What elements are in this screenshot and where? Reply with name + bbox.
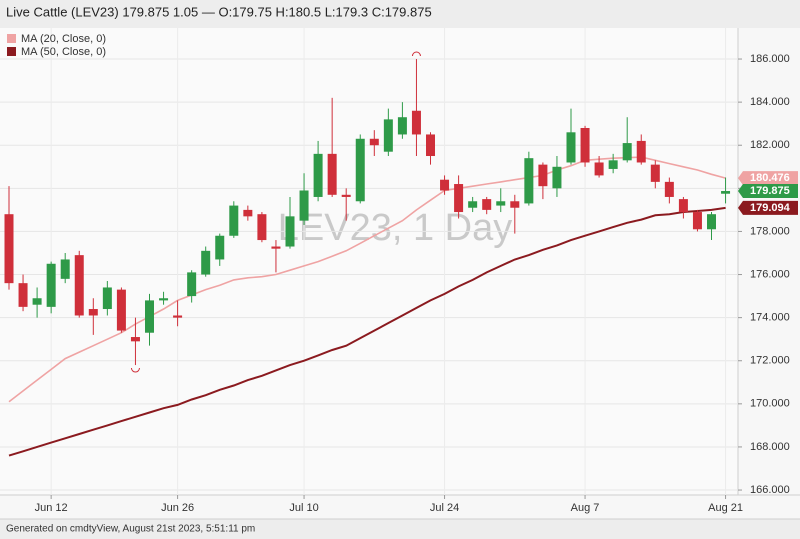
time-axis-area	[0, 495, 800, 519]
price-axis-area	[738, 28, 800, 495]
candle-body	[116, 289, 126, 331]
candle-body	[608, 160, 618, 169]
labels: 166.000 168.000 170.000 172.000 174.000 176.0…	[7, 33, 798, 514]
candle-body	[678, 199, 688, 213]
last-price-label-box	[738, 184, 798, 199]
legend-label: MA (20, Close, 0)	[21, 33, 106, 45]
candle-body	[46, 263, 56, 307]
candle-body	[510, 201, 520, 208]
x-tick-label: Jul 24	[430, 502, 459, 514]
candle-body	[454, 184, 464, 213]
ma-line	[8, 206, 726, 457]
candle-body	[496, 201, 506, 206]
candle-body	[622, 143, 632, 161]
footer: Generated on cmdtyView, August 21st 2023…	[6, 524, 255, 535]
ma-line	[8, 156, 726, 403]
candle-body	[74, 255, 84, 316]
ma-lines	[8, 156, 726, 457]
x-tick-label: Jul 10	[289, 502, 318, 514]
candle-body	[482, 199, 492, 210]
y-tick-label: 182.000	[750, 139, 790, 151]
candle-body	[566, 132, 576, 163]
ma20-last-label-box	[738, 171, 798, 186]
candle-body	[721, 191, 731, 194]
ma20-last-label: 180.476	[750, 172, 790, 184]
candle-body	[355, 138, 365, 202]
candle-body	[707, 214, 716, 230]
low-marker	[130, 367, 140, 373]
candle-body	[341, 194, 351, 197]
ma50-last-label: 179.094	[750, 202, 791, 214]
candle-body	[313, 153, 323, 197]
candle-body	[650, 164, 660, 182]
candle-body	[32, 298, 42, 305]
watermark: LEV23, 1 Day	[278, 207, 512, 249]
candle-body	[130, 337, 140, 342]
candle-body	[440, 179, 450, 191]
y-tick-label: 168.000	[750, 441, 790, 453]
grid	[0, 28, 742, 499]
candle-body	[60, 259, 70, 279]
candle-body	[201, 250, 211, 275]
y-tick-label: 170.000	[750, 398, 790, 410]
y-tick-label: 172.000	[750, 355, 790, 367]
candle-body	[18, 283, 28, 307]
candle-body	[257, 214, 267, 241]
candle-body	[88, 309, 98, 316]
candle-body	[369, 138, 379, 146]
last-price-label: 179.875	[750, 185, 790, 197]
y-tick-label: 184.000	[750, 96, 790, 108]
candles	[4, 51, 731, 373]
plot-area	[0, 28, 738, 495]
candle-body	[229, 205, 239, 236]
candle-body	[102, 287, 112, 310]
candle-body	[215, 235, 225, 260]
candle-body	[145, 300, 154, 333]
y-tick-label: 176.000	[750, 268, 790, 280]
candle-body	[411, 110, 421, 135]
candle-body	[173, 315, 183, 318]
legend-swatch	[7, 34, 16, 43]
candle-body	[692, 212, 702, 230]
y-tick-label: 174.000	[750, 312, 790, 324]
candle-body	[383, 119, 393, 152]
candle-body	[327, 153, 337, 195]
chart-title: Live Cattle (LEV23) 179.875 1.05 — O:179…	[6, 4, 432, 19]
candle-body	[159, 298, 169, 301]
candle-body	[524, 158, 534, 204]
candle-body	[538, 164, 548, 187]
candle-body	[299, 190, 309, 221]
candle-body	[397, 117, 407, 135]
legend-label: MA (50, Close, 0)	[21, 46, 106, 58]
candle-body	[552, 166, 562, 189]
y-tick-label: 178.000	[750, 225, 790, 237]
x-tick-label: Jun 12	[35, 502, 68, 514]
x-tick-label: Aug 7	[571, 502, 600, 514]
x-tick-label: Aug 21	[708, 502, 743, 514]
x-tick-label: Jun 26	[161, 502, 194, 514]
candle-body	[187, 272, 197, 297]
legend-swatch	[7, 47, 16, 56]
y-tick-label: 166.000	[750, 484, 790, 496]
candle-body	[636, 140, 646, 163]
candle-body	[468, 201, 478, 208]
candle-body	[285, 216, 295, 247]
y-tick-label: 186.000	[750, 53, 790, 65]
candle-body	[4, 214, 14, 284]
candle-body	[426, 134, 435, 157]
candle-body	[594, 162, 604, 176]
candle-body	[664, 181, 674, 197]
candle-body	[271, 246, 281, 249]
high-marker	[411, 51, 421, 57]
candle-body	[243, 209, 253, 217]
ma50-last-label-box	[738, 200, 798, 215]
candle-body	[580, 127, 590, 163]
